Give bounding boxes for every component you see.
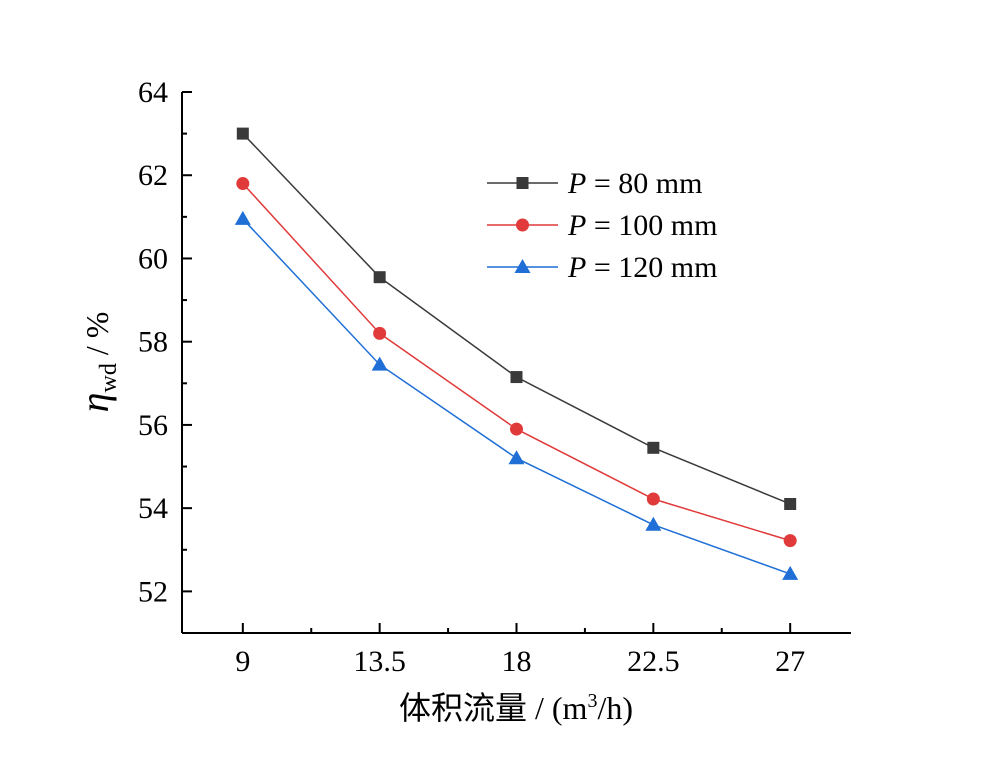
data-point	[236, 177, 250, 191]
data-point	[646, 492, 660, 506]
data-point	[508, 450, 525, 465]
data-point	[510, 422, 523, 436]
legend-item-2: P = 100 mm	[487, 209, 717, 242]
data-point	[373, 271, 386, 284]
x-tick-label: 27	[775, 645, 805, 678]
data-point	[647, 441, 660, 454]
data-point	[784, 497, 797, 510]
data-point	[371, 356, 388, 371]
legend-marker	[514, 259, 531, 273]
series-line	[242, 133, 791, 505]
y-axis-title: ηwd / %	[72, 312, 122, 413]
x-tick-label: 9	[235, 645, 250, 678]
y-tick-label: 60	[138, 242, 168, 275]
y-tick-label: 64	[138, 76, 168, 109]
legend-item-3: P = 120 mm	[487, 251, 717, 284]
legend-label: P = 120 mm	[567, 251, 717, 284]
x-tick-label: 22.5	[627, 645, 680, 678]
legend: P = 80 mm P = 100 mm P = 120 mm	[487, 167, 717, 284]
y-tick-label: 58	[138, 326, 168, 359]
data-point	[373, 326, 387, 340]
axes: 52 54 56 58 60 62 64 9 13.5 18 22.5 27	[138, 76, 851, 678]
legend-item-1: P = 80 mm	[487, 167, 702, 200]
y-tick-label: 54	[138, 492, 168, 525]
series-layer	[234, 127, 799, 580]
y-tick-label: 52	[138, 575, 168, 608]
data-point	[234, 210, 251, 225]
legend-marker	[516, 177, 529, 189]
series-3	[234, 210, 799, 580]
y-tick-label: 62	[138, 159, 168, 192]
series-1	[236, 127, 797, 510]
data-point	[510, 371, 523, 384]
legend-label: P = 80 mm	[567, 167, 702, 200]
legend-marker	[516, 218, 529, 232]
data-point	[782, 565, 799, 580]
x-tick-label: 13.5	[353, 645, 406, 678]
data-point	[236, 127, 249, 140]
y-tick-label: 56	[138, 409, 168, 442]
series-2	[236, 177, 797, 548]
data-point	[645, 516, 662, 531]
x-tick-label: 18	[502, 645, 532, 678]
x-axis-title: 体积流量 / (m3/h)	[399, 690, 633, 726]
legend-label: P = 100 mm	[567, 209, 717, 242]
data-point	[783, 534, 797, 548]
